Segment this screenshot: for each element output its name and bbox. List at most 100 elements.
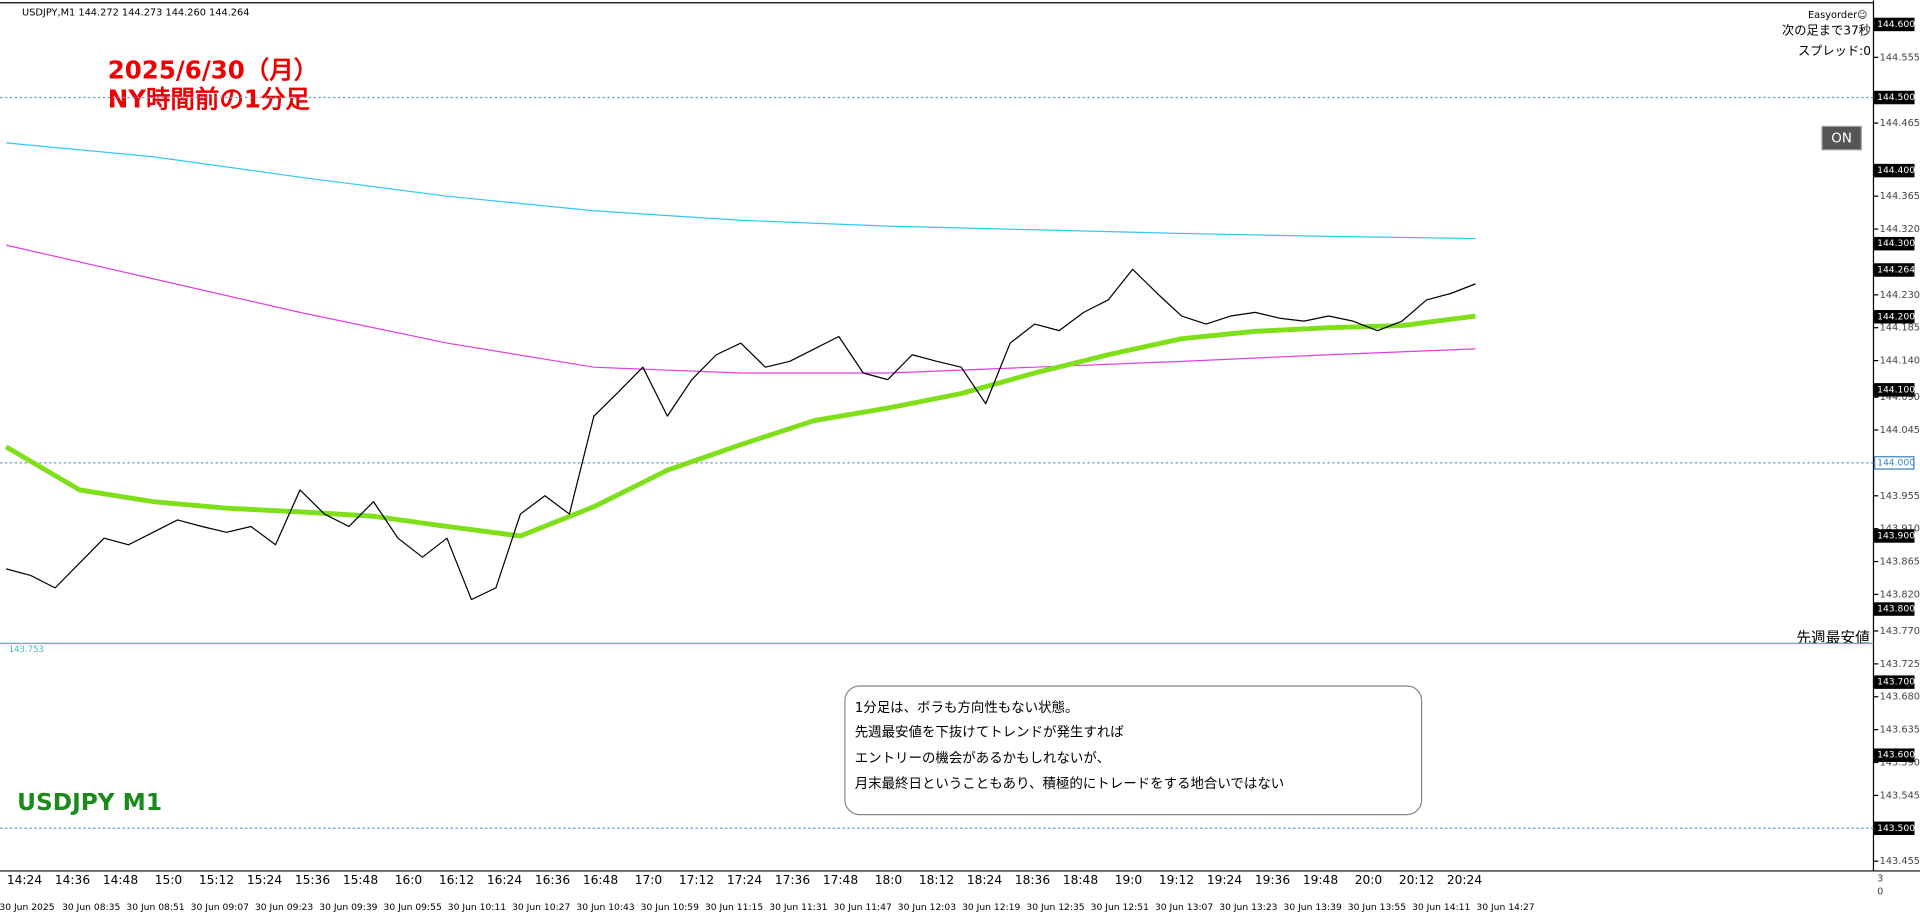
price-level-box [1874,236,1915,251]
date-label: 30 Jun 10:43 [576,902,634,913]
date-label: 30 Jun 12:51 [1091,902,1149,913]
price-level-label: 144.300 [1877,238,1915,249]
date-label: 30 Jun 12:19 [962,902,1020,913]
x-tick-label: 15:12 [199,873,234,887]
x-tick-label: 17:12 [679,873,714,887]
title: NY時間前の1分足 [108,85,311,114]
price-level-label: 143.500 [1877,823,1915,834]
x-tick-label: 14:24 [7,873,42,887]
series-line [5,244,1476,374]
price-level-box [1874,821,1915,836]
price-level-label: 143.800 [1877,604,1915,615]
price-level-box [1874,748,1915,762]
x-tick-label: 18:36 [1015,873,1050,887]
x-tick-label: 15:36 [295,873,330,887]
x-tick-label: 17:48 [823,873,858,887]
y-tick-label: 144.185 [1880,323,1920,334]
date-label: 30 Jun 13:55 [1348,902,1406,913]
y-tick-label: 144.555 [1880,52,1920,63]
y-tick-label: 143.955 [1880,491,1920,502]
x-tick-label: 20:24 [1447,873,1482,887]
date-label: 30 Jun 09:07 [191,902,249,913]
x-tick-label: 17:36 [775,873,810,887]
price-level-box [1874,90,1915,105]
date-label: 30 Jun 2025 [0,902,55,913]
on-button-label[interactable]: ON [1831,132,1852,147]
date-label: 30 Jun 12:03 [898,902,956,913]
on-button[interactable] [1821,125,1862,151]
date-label: 30 Jun 11:31 [769,902,827,913]
date-label: 30 Jun 13:39 [1284,902,1342,913]
price-level-box [1874,310,1915,324]
note-box [844,685,1423,816]
y-tick-label: 144.045 [1880,425,1920,436]
note-line: 月末最終日ということもあり、積極的にトレードをする地合いではない [855,776,1285,792]
date-label: 30 Jun 10:59 [641,902,699,913]
x-tick-label: 14:48 [103,873,138,887]
x-tick-label: 15:48 [343,873,378,887]
subwindow-label: 3 [1877,873,1883,884]
low-label: 先週最安値 [1796,629,1870,646]
date-label: 30 Jun 11:15 [705,902,763,913]
x-tick-label: 19:48 [1303,873,1338,887]
series-line [5,268,1476,601]
date-label: 30 Jun 12:35 [1026,902,1084,913]
price-level-label: 144.200 [1877,311,1915,322]
date-label: 30 Jun 08:35 [62,902,120,913]
subwindow-label: 0 [1877,887,1883,898]
price-level-box [1874,675,1915,689]
x-tick-label: 16:12 [439,873,474,887]
y-tick-label: 144.140 [1880,356,1920,367]
x-tick-label: 15:0 [155,873,182,887]
y-tick-label: 143.910 [1880,524,1920,535]
spread: スプレッド:0 [1798,44,1871,58]
x-tick-label: 16:36 [535,873,570,887]
x-tick-label: 16:48 [583,873,618,887]
y-tick-label: 143.455 [1880,856,1920,867]
y-tick-label: 143.680 [1880,692,1920,703]
y-tick-label: 144.465 [1880,118,1920,129]
date-label: 30 Jun 09:55 [384,902,442,913]
price-level-label: 144.500 [1877,92,1915,103]
x-tick-label: 19:24 [1207,873,1242,887]
countdown: 次の足まで37秒 [1782,23,1871,37]
price-level-box [1874,383,1915,397]
title: 2025/6/30（月） [108,55,318,84]
x-tick-label: 18:48 [1063,873,1098,887]
date-label: 30 Jun 14:11 [1412,902,1470,913]
last-week-low-value: 143.753 [9,645,44,655]
note-line: エントリーの機会があるかもしれないが、 [855,750,1110,766]
price-level-label: 144.100 [1877,384,1915,395]
date-label: 30 Jun 14:27 [1476,902,1534,913]
x-tick-label: 14:36 [55,873,90,887]
price-level-box [1874,263,1915,277]
y-tick-label: 144.320 [1880,224,1920,235]
symbol-header: USDJPY,M1 144.272 144.273 144.260 144.26… [22,8,249,19]
x-tick-label: 15:24 [247,873,282,887]
date-label: 30 Jun 10:11 [448,902,506,913]
y-tick-label: 143.590 [1880,758,1920,769]
watermark: USDJPY M1 [17,789,162,816]
x-tick-label: 16:0 [395,873,422,887]
x-tick-label: 17:24 [727,873,762,887]
y-tick-label: 144.365 [1880,191,1920,202]
y-tick-label: 143.770 [1880,626,1920,637]
y-tick-label: 144.090 [1880,392,1920,403]
y-tick-label: 143.865 [1880,557,1920,568]
x-tick-label: 19:36 [1255,873,1290,887]
price-level-box [1874,529,1915,543]
x-tick-label: 17:0 [635,873,662,887]
price-level-box [1874,17,1915,32]
x-tick-label: 19:12 [1159,873,1194,887]
price-level-label: 144.000 [1877,457,1915,468]
y-tick-label: 143.545 [1880,790,1920,801]
x-tick-label: 18:24 [967,873,1002,887]
price-level-label: 144.600 [1877,19,1915,30]
y-tick-label: 143.820 [1880,589,1920,600]
x-tick-label: 18:0 [875,873,902,887]
price-level-box [1874,602,1915,616]
series-line [4,313,1476,539]
x-tick-label: 20:0 [1355,873,1382,887]
